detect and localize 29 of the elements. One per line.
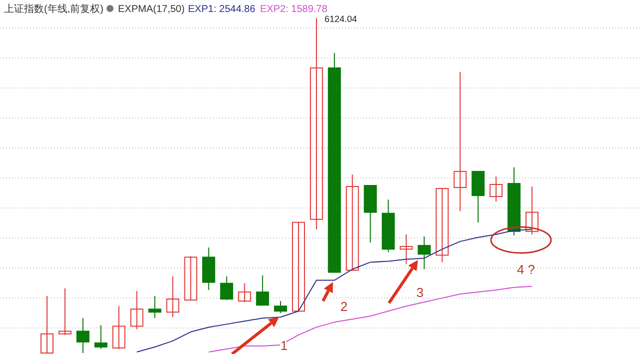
annotation: 3 bbox=[416, 285, 424, 300]
text: EXP2: 1589.78 bbox=[260, 4, 328, 15]
annotation: 4 ? bbox=[516, 262, 536, 277]
candlestick bbox=[490, 176, 503, 202]
chart-title: 上证指数(年线,前复权) bbox=[4, 3, 104, 15]
candlestick bbox=[148, 296, 162, 319]
candlestick bbox=[220, 276, 234, 301]
candlestick bbox=[400, 234, 413, 265]
candlestick bbox=[166, 276, 180, 318]
candlestick bbox=[454, 71, 467, 212]
candlestick bbox=[346, 174, 359, 271]
candlestick bbox=[76, 318, 90, 354]
candlestick bbox=[112, 306, 126, 350]
candlestick bbox=[184, 256, 198, 301]
annotation: 6124.04 bbox=[324, 14, 357, 24]
candlestick bbox=[40, 296, 54, 354]
annotation: 2 bbox=[340, 299, 348, 314]
text: EXPMA(17,50) bbox=[118, 4, 185, 15]
candlestick bbox=[274, 300, 288, 314]
candlestick bbox=[526, 186, 538, 235]
candlestick bbox=[436, 188, 449, 263]
candlestick bbox=[130, 290, 144, 330]
text: EXP1: 2544.86 bbox=[188, 4, 256, 15]
candlestick bbox=[238, 282, 252, 303]
candlestick bbox=[292, 222, 305, 312]
candlestick bbox=[94, 324, 108, 350]
candlestick bbox=[310, 18, 323, 230]
candlestick bbox=[256, 274, 270, 306]
candlestick bbox=[58, 288, 72, 336]
